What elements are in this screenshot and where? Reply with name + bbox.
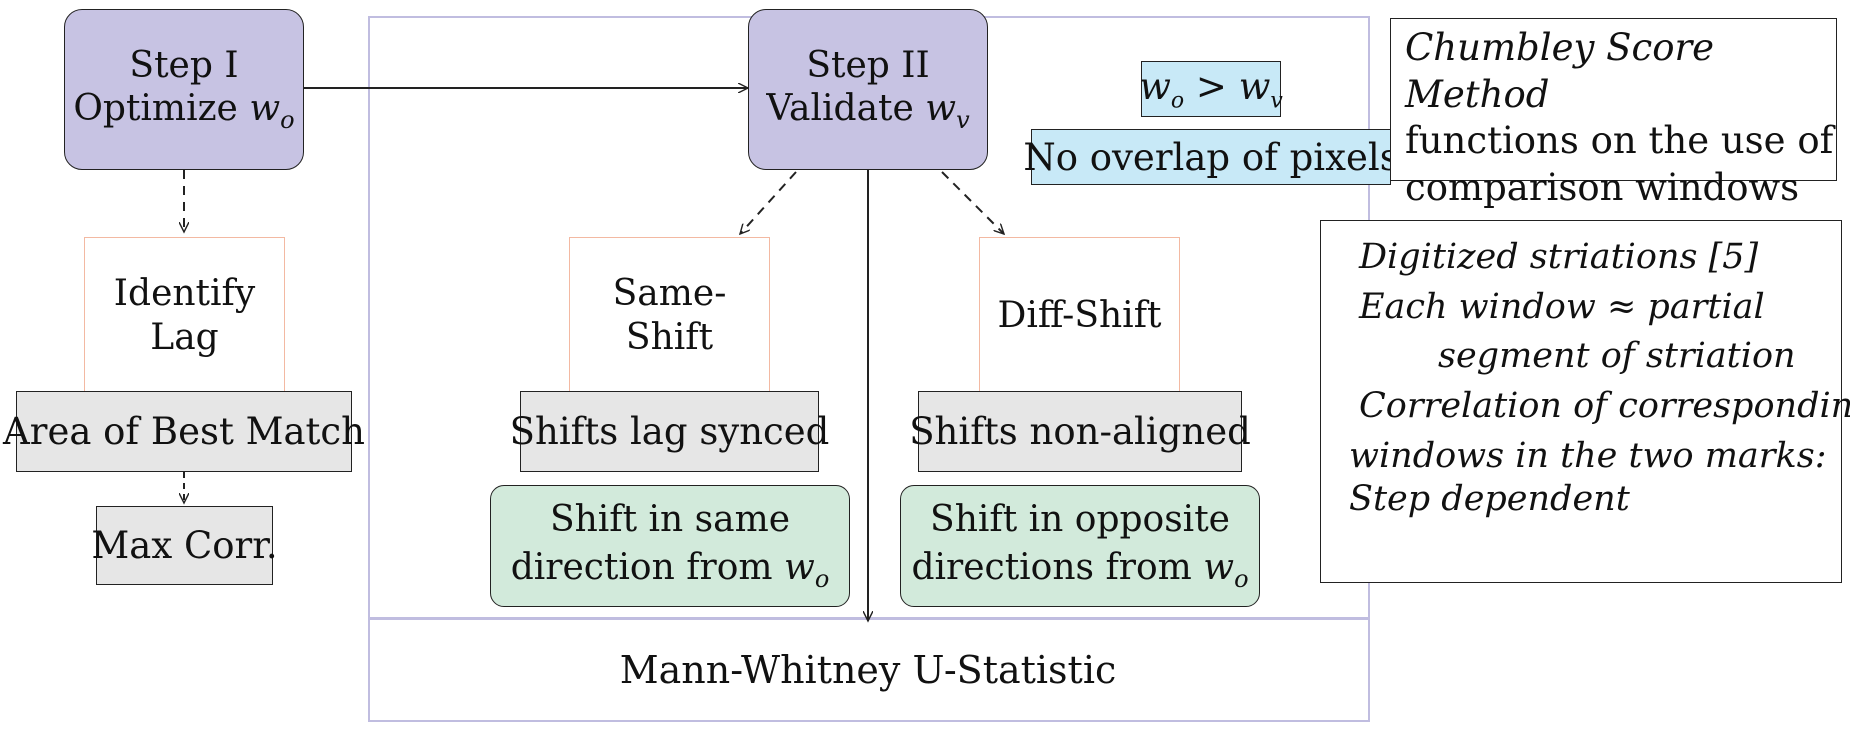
step2-action: Validate wv (766, 88, 970, 135)
diff-shift-node: Diff-Shift (979, 237, 1180, 394)
shifts-synced-label: Shifts lag synced (509, 410, 830, 453)
same-shift-label: Same-Shift (612, 273, 727, 358)
max-corr-label: Max Corr. (91, 524, 278, 567)
same-shift-node: Same-Shift (569, 237, 770, 394)
mann-whitney-label: Mann-Whitney U-Statistic (619, 648, 1117, 692)
window-condition-expr: wo > wv (1139, 64, 1283, 114)
shifts-synced-node: Shifts lag synced (510, 391, 829, 472)
striations-note-line5: windows in the two marks: (1349, 435, 1827, 476)
shift-same-line2: direction from wo (510, 546, 830, 594)
shift-opposite-line1: Shift in opposite (930, 499, 1230, 541)
diff-shift-label: Diff-Shift (997, 294, 1162, 336)
max-corr-node: Max Corr. (91, 506, 278, 585)
striations-note-line6: Step dependent (1349, 479, 1630, 520)
chumbley-note-line1: Chumbley Score Method (1405, 26, 1715, 116)
shift-same-direction-node: Shift in same direction from wo (490, 485, 850, 607)
identify-lag-line2: Lag (150, 316, 219, 358)
chumbley-note-line2: functions on the use of (1405, 119, 1834, 163)
no-overlap-label: No overlap of pixels (1023, 135, 1399, 179)
step1-node: Step I Optimize wo (64, 9, 304, 170)
identify-lag-line1: Identify (113, 273, 256, 315)
striations-note-line3: segment of striation (1438, 336, 1796, 377)
step1-action: Optimize wo (73, 88, 295, 135)
window-condition: wo > wv (1139, 61, 1283, 117)
shifts-nonaligned-node: Shifts non-aligned (909, 391, 1251, 472)
area-best-match-node: Area of Best Match (3, 391, 365, 472)
striations-note: Digitized striations [5] Each window ≈ p… (1320, 220, 1850, 583)
shift-same-line1: Shift in same (549, 499, 791, 541)
arrow-step2-to-diffshift (941, 171, 1004, 234)
chumbley-note-line3: comparison windows (1405, 165, 1800, 209)
shifts-nonaligned-label: Shifts non-aligned (909, 410, 1251, 453)
shift-opposite-line2: directions from wo (911, 546, 1249, 594)
striations-note-line4: Correlation of corresponding (1359, 386, 1850, 427)
no-overlap-node: No overlap of pixels (1023, 129, 1399, 185)
arrow-step2-to-sameshift (740, 171, 797, 234)
striations-note-line2: Each window ≈ partial (1359, 286, 1765, 327)
chumbley-note: Chumbley Score Method functions on the u… (1390, 18, 1837, 209)
shift-opposite-directions-node: Shift in opposite directions from wo (900, 485, 1260, 607)
area-best-match-label: Area of Best Match (3, 410, 365, 453)
striations-note-line1: Digitized striations [5] (1359, 237, 1759, 277)
step1-title: Step I (129, 44, 239, 86)
step2-node: Step II Validate wv (748, 9, 988, 170)
step2-title: Step II (806, 44, 930, 86)
identify-lag-node: Identify Lag (84, 237, 285, 394)
